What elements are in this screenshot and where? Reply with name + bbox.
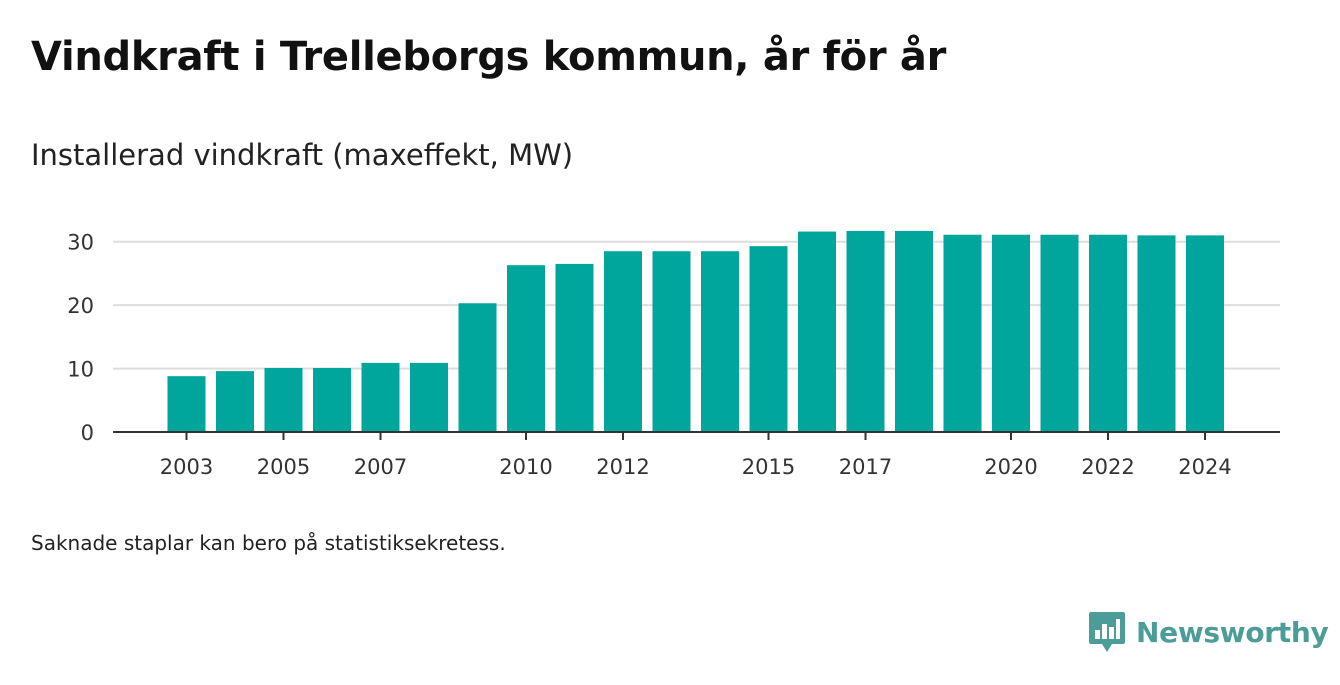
y-tick-label: 20: [67, 294, 94, 318]
bar-2008[interactable]: [410, 362, 448, 432]
bar-2021[interactable]: [1040, 234, 1079, 432]
bars: [167, 230, 1224, 432]
newsworthy-logo-icon: [1089, 612, 1125, 652]
bar-2007[interactable]: [361, 362, 400, 432]
y-tick-label: 0: [81, 421, 94, 445]
bar-2014[interactable]: [701, 251, 739, 432]
bar-2024[interactable]: [1186, 235, 1224, 432]
bar-2012[interactable]: [604, 251, 642, 432]
bar-2013[interactable]: [652, 251, 691, 432]
x-tick-label: 2017: [839, 455, 892, 479]
x-tick-label: 2007: [354, 455, 407, 479]
x-tick-label: 2022: [1081, 455, 1134, 479]
bar-2022[interactable]: [1089, 234, 1127, 432]
x-tick-label: 2024: [1178, 455, 1231, 479]
chart-title: Vindkraft i Trelleborgs kommun, år för å…: [31, 34, 947, 80]
grid-lines: [113, 240, 1280, 370]
bar-2020[interactable]: [992, 234, 1030, 432]
footnote: Saknade staplar kan bero på statistiksek…: [31, 531, 506, 555]
bar-2011[interactable]: [555, 263, 594, 432]
bar-2019[interactable]: [943, 234, 982, 432]
bar-2017[interactable]: [846, 230, 885, 432]
bar-2005[interactable]: [264, 367, 303, 432]
bar-2016[interactable]: [798, 231, 836, 432]
bar-2009[interactable]: [458, 303, 497, 432]
x-tick-label: 2005: [257, 455, 310, 479]
tick-labels: 0 10 20 30 2003 2005 2007 2010 2012 2015 2017 2020 2…: [67, 231, 1231, 479]
x-tick-label: 2020: [984, 455, 1037, 479]
x-tick-label: 2010: [499, 455, 552, 479]
axes: [113, 431, 1280, 440]
x-tick-label: 2015: [742, 455, 795, 479]
bar-2003[interactable]: [167, 376, 206, 432]
y-tick-label: 30: [67, 231, 94, 255]
brand-name: Newsworthy: [1136, 615, 1329, 649]
y-tick-label: 10: [67, 358, 94, 382]
bar-chart: 0 10 20 30 2003 2005 2007 2010 2012 2015 2017 2020 2…: [67, 230, 1280, 479]
chart-subtitle: Installerad vindkraft (maxeffekt, MW): [31, 138, 574, 172]
bar-2023[interactable]: [1137, 235, 1176, 432]
bar-2004[interactable]: [216, 371, 254, 432]
bar-2015[interactable]: [749, 246, 788, 432]
bar-2018[interactable]: [895, 230, 933, 432]
brand-logo[interactable]: Newsworthy: [1088, 610, 1329, 654]
bar-2010[interactable]: [507, 265, 545, 432]
x-tick-label: 2003: [160, 455, 213, 479]
x-tick-label: 2012: [596, 455, 649, 479]
bar-2006[interactable]: [313, 367, 351, 432]
